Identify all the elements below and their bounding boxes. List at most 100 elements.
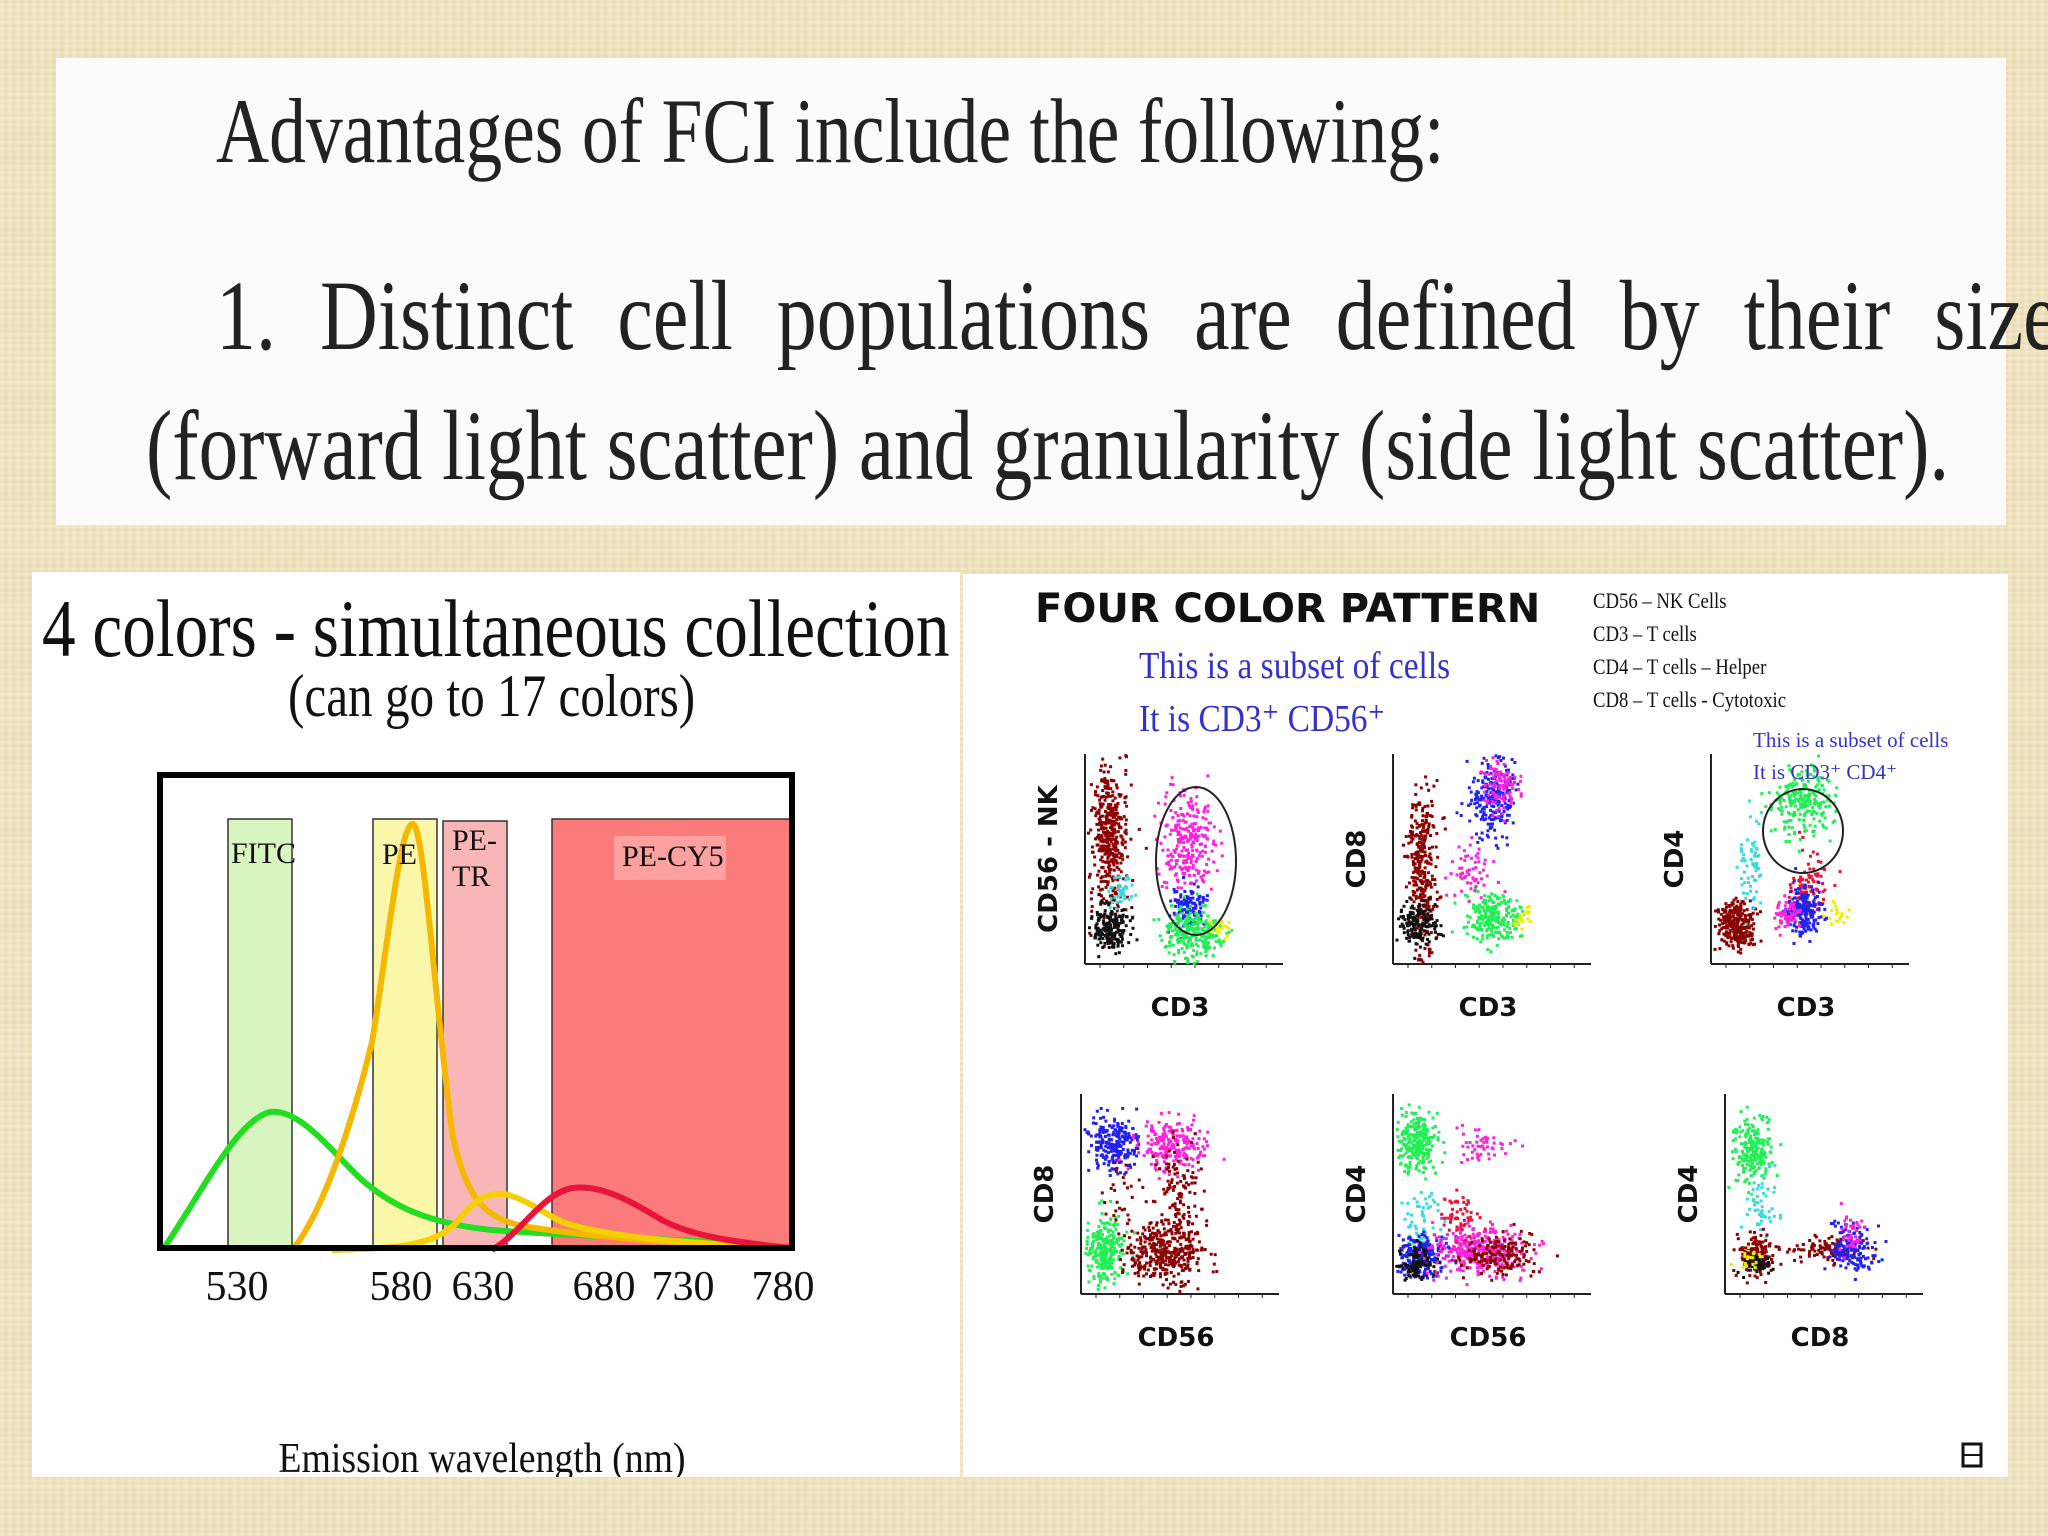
scatter-dot <box>1193 837 1197 841</box>
scatter-dot <box>1739 927 1743 931</box>
scatter-dot <box>1479 1138 1483 1142</box>
scatter-dot <box>1497 937 1501 941</box>
scatter-dot <box>1472 903 1475 907</box>
scatter-dot <box>1396 1135 1400 1139</box>
scatter-dot <box>1475 1152 1479 1156</box>
scatter-dot <box>1415 1164 1419 1167</box>
scatter-dot <box>1102 780 1106 784</box>
scatter-dot <box>1838 917 1842 921</box>
scatter-dot <box>1778 933 1782 937</box>
scatter-plots: CD56 - NKCD3CD8CD3CD4CD3CD8CD56CD4CD56CD… <box>1030 754 1983 1468</box>
scatter-dot <box>1505 925 1509 929</box>
scatter-dot <box>1154 1137 1158 1140</box>
scatter-dot <box>1464 854 1468 858</box>
scatter-dot <box>1212 860 1216 864</box>
scatter-dot <box>1503 928 1507 932</box>
scatter-dot <box>1513 915 1517 919</box>
scatter-dot <box>1416 1143 1420 1147</box>
scatter-dot <box>1400 1154 1404 1158</box>
scatter-dot <box>1096 1148 1100 1152</box>
scatter-dot <box>1174 1137 1178 1141</box>
scatter-dot <box>1804 799 1808 803</box>
scatter-dot <box>1174 859 1178 863</box>
scatter-dot <box>1494 811 1497 815</box>
scatter-dot <box>1507 905 1511 909</box>
scatter-dot <box>1428 947 1432 951</box>
scatter-dot <box>1803 924 1807 928</box>
scatter-dot <box>1106 934 1110 938</box>
scatter-dot <box>1167 927 1171 931</box>
scatter-dot <box>1759 901 1763 905</box>
scatter-dot <box>1165 1190 1169 1194</box>
scatter-dot <box>1190 855 1194 859</box>
scatter-dot <box>1174 1255 1178 1259</box>
scatter-dot <box>1793 832 1797 836</box>
scatter-dot <box>1188 874 1191 877</box>
scatter-dot <box>1423 947 1427 950</box>
scatter-dot <box>1181 1174 1185 1178</box>
scatter-dot <box>1808 802 1812 805</box>
scatter-dot <box>1129 1251 1133 1255</box>
scatter-dot <box>1184 1153 1188 1157</box>
scatter-dot <box>1417 1161 1420 1165</box>
scatter-dot <box>1154 1267 1158 1271</box>
scatter-dot <box>1405 936 1409 940</box>
scatter-dot <box>1401 1131 1405 1135</box>
scatter-dot <box>1108 853 1111 857</box>
scatter-dot <box>1798 797 1802 801</box>
scatter-dot <box>1812 892 1816 896</box>
scatter-dot <box>1100 855 1104 859</box>
scatter-dot <box>1159 841 1163 845</box>
scatter-dot <box>1727 934 1731 938</box>
scatter-dot <box>1116 887 1120 890</box>
scatter-dot <box>1135 1254 1139 1258</box>
scatter-dot <box>1196 921 1200 925</box>
scatter-dot <box>1406 1141 1410 1145</box>
scatter-dot <box>1152 1155 1155 1158</box>
scatter-dot <box>1729 937 1733 941</box>
scatter-dot <box>1174 1157 1178 1161</box>
scatter-dot <box>1155 867 1159 871</box>
scatter-dot <box>1817 881 1821 885</box>
scatter-dot <box>1195 857 1199 860</box>
scatter-dot <box>1423 1218 1426 1222</box>
scatter-dot <box>1806 900 1810 904</box>
scatter-dot <box>1144 1200 1148 1204</box>
scatter-dot <box>1104 1276 1108 1280</box>
scatter-dot <box>1117 951 1121 955</box>
scatter-dot <box>1129 783 1133 787</box>
scatter-dot <box>1106 1241 1110 1245</box>
scatter-dot <box>1513 1139 1517 1143</box>
scatter-dot <box>1171 1224 1175 1228</box>
scatter-dot <box>1182 846 1186 849</box>
scatter-dot <box>1744 896 1748 900</box>
scatter-dot <box>1471 1144 1475 1148</box>
scatter-dot <box>1119 1258 1122 1262</box>
scatter-dot <box>1810 885 1814 889</box>
scatter-dot <box>1107 1159 1111 1163</box>
scatter-dot <box>1186 1128 1190 1132</box>
scatter-dot <box>1155 1248 1158 1252</box>
scatter-dot <box>1108 1174 1112 1177</box>
scatter-dot <box>1195 835 1199 839</box>
scatter-dot <box>1087 831 1090 835</box>
scatter-dot <box>1507 768 1510 772</box>
scatter-dot <box>1494 910 1497 914</box>
spectra-subtitle: (can go to 17 colors) <box>288 663 696 729</box>
scatter-dot <box>1421 806 1425 810</box>
scatter-dot <box>1182 1216 1186 1220</box>
scatter-dot <box>1422 1227 1426 1231</box>
scatter-dot <box>1735 935 1738 939</box>
scatter-dot <box>1420 1213 1424 1217</box>
scatter-dot <box>1148 1147 1152 1151</box>
scatter-dot <box>1124 822 1128 826</box>
scatter-dot <box>1416 1153 1420 1157</box>
scatter-dot <box>1161 1153 1165 1157</box>
scatter-dot <box>1511 918 1515 922</box>
scatter-dot <box>1111 828 1115 832</box>
scatter-dot <box>1167 1240 1171 1244</box>
scatter-dot <box>1117 1214 1121 1218</box>
scatter-dot <box>1189 909 1193 913</box>
scatter-dot <box>1714 909 1717 913</box>
scatter-dot <box>1750 842 1754 846</box>
